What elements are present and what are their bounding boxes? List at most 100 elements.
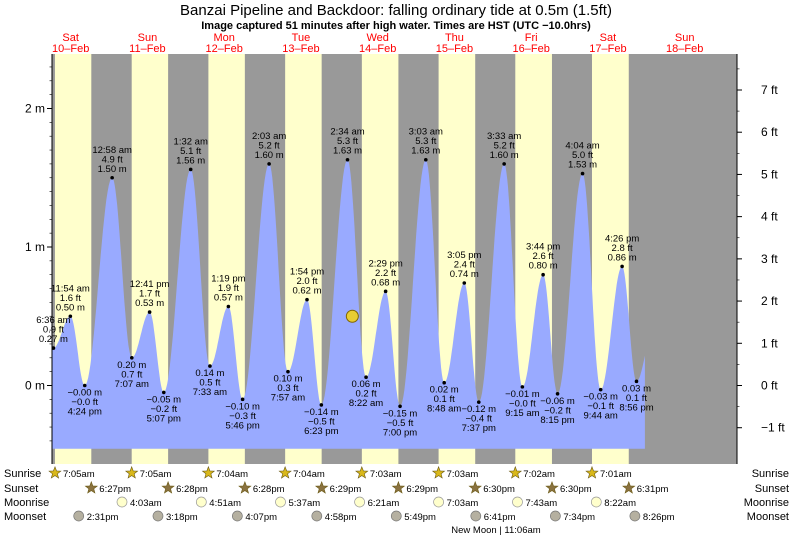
moon-phase-label: New Moon | 11:06am (451, 525, 541, 536)
tide-event-point (541, 272, 545, 277)
y-tick-label-ft: 6 ft (761, 125, 778, 139)
tide-event-point (555, 392, 560, 396)
astro-row-label-right: Moonset (747, 511, 789, 523)
day-labels: Sat10–FebSun11–FebMon12–FebTue13–FebWed1… (52, 32, 703, 55)
tide-event-label: 2.6 ft (533, 251, 554, 262)
tide-event-label: 6:36 am (36, 315, 70, 326)
moonset-time-label: 7:34pm (563, 512, 595, 523)
y-tick-label-ft: 3 ft (761, 252, 778, 266)
sunrise-icon (124, 465, 139, 479)
tide-event-label: 5.1 ft (180, 146, 201, 157)
tide-event-point (161, 390, 166, 395)
sunset-time-label: 6:30pm (483, 484, 515, 495)
tide-event-label: 0.1 ft (626, 393, 647, 404)
tide-event-label: 8:48 am (427, 404, 461, 415)
tide-event-label: 3:44 pm (526, 242, 560, 253)
tide-event-label: 2:29 pm (368, 258, 402, 269)
tide-event-label: 0.20 m (117, 360, 146, 371)
tide-event-label: 8:56 pm (619, 402, 653, 413)
tide-event-label: 0.80 m (529, 261, 558, 272)
tide-event-point (130, 356, 134, 360)
y-tick-label-ft: 4 ft (761, 210, 778, 224)
day-name-label: Sun (138, 32, 158, 44)
sunrise-icon (431, 465, 446, 479)
astro-row-label-right: Sunrise (752, 468, 789, 480)
moonrise-time-label: 7:43am (525, 498, 557, 509)
tide-event-point (476, 400, 481, 404)
tide-event-label: 0.14 m (195, 368, 224, 379)
day-name-label: Sat (600, 32, 617, 44)
chart-subtitle: Image captured 51 minutes after high wat… (201, 20, 591, 32)
y-tick-label-m: 1 m (25, 240, 45, 254)
sunset-icon (545, 480, 559, 494)
tide-event-label: 2.4 ft (454, 260, 475, 271)
y-tick-label-ft: 1 ft (761, 336, 778, 350)
tide-event-label: 0.10 m (273, 374, 302, 385)
moonrise-icon (275, 496, 286, 508)
tide-event-label: −0.12 m (461, 404, 496, 415)
tide-events: 6:36 am0.9 ft0.27 m 11:54 am1.6 ft0.50 m −… (36, 127, 653, 439)
tide-event-label: −0.0 ft (509, 398, 536, 409)
moonset-time-label: 5:49pm (404, 512, 436, 523)
tide-event-label: −0.06 m (540, 396, 575, 407)
day-name-label: Fri (525, 32, 538, 44)
tide-event-label: 0.02 m (430, 385, 459, 396)
moonset-time-label: 3:18pm (166, 512, 198, 523)
tide-event-label: 1:32 am (174, 136, 208, 147)
tide-event-label: 8:22 am (349, 398, 383, 409)
tide-event-label: 0.1 ft (434, 394, 455, 405)
day-date-label: 15–Feb (436, 43, 473, 55)
tide-event-label: 0.27 m (39, 334, 68, 345)
tide-event-label: 7:37 pm (462, 423, 496, 434)
tide-event-point (462, 281, 467, 285)
moonset-icon (550, 510, 561, 522)
moonset-time-label: 4:58pm (325, 512, 357, 523)
tide-event-label: 1.7 ft (139, 289, 160, 300)
moonrise-time-label: 8:22am (604, 498, 636, 509)
tide-event-point (305, 297, 309, 302)
tide-event-label: 2.8 ft (612, 243, 633, 254)
tide-event-label: 0.2 ft (355, 389, 376, 400)
tide-event-point (502, 162, 506, 166)
tide-event-label: 1.63 m (411, 146, 440, 157)
sunrise-time-label: 7:01am (600, 469, 632, 480)
sunset-icon (622, 480, 636, 494)
day-date-label: 16–Feb (513, 43, 550, 55)
tide-event-label: −0.2 ft (544, 405, 571, 416)
axes: 2 m 1 m 0 m 7 ft 6 ft 5 ft 4 ft 3 ft 2 ft 1 ft 0 f… (25, 54, 785, 464)
tide-event-label: 3:33 am (487, 131, 521, 142)
moonset-time-label: 8:26pm (643, 512, 675, 523)
sunset-time-label: 6:28pm (253, 484, 285, 495)
astro-row-label-left: Moonrise (4, 497, 49, 509)
tide-event-point (110, 175, 114, 180)
tide-event-label: 12:58 am (92, 145, 132, 156)
tide-event-label: −0.10 m (225, 401, 260, 412)
day-date-label: 11–Feb (129, 43, 166, 55)
tide-event-point (319, 403, 324, 407)
y-tick-label-ft: 5 ft (761, 167, 778, 181)
sunrise-icon (48, 465, 62, 479)
tide-event-label: 4.9 ft (102, 154, 123, 165)
y-tick-label-ft: 7 ft (761, 83, 778, 97)
moonset-icon (470, 510, 482, 522)
tide-event-label: 4:26 pm (605, 233, 639, 244)
day-date-label: 13–Feb (282, 43, 319, 55)
tide-event-label: −0.00 m (67, 388, 102, 399)
sunset-time-label: 6:27pm (99, 484, 131, 495)
sunrise-icon (355, 465, 369, 479)
day-name-label: Sat (62, 32, 79, 44)
tide-event-label: 2.2 ft (375, 268, 396, 279)
tide-event-label: −0.5 ft (387, 418, 414, 429)
tide-event-label: 2:03 am (252, 131, 286, 142)
tide-event-label: 0.62 m (292, 286, 321, 297)
tide-event-label: −0.1 ft (587, 401, 614, 412)
moonrise-time-label: 7:03am (447, 498, 479, 509)
current-level-marker (345, 309, 359, 323)
tide-event-label: 5:07 pm (147, 413, 181, 424)
tide-event-label: 7:00 pm (383, 427, 417, 438)
moonset-icon (629, 510, 641, 522)
sunrise-time-label: 7:05am (140, 469, 172, 480)
tide-event-point (398, 404, 402, 409)
tide-event-label: 2:34 am (330, 127, 364, 138)
day-name-label: Tue (292, 32, 311, 44)
